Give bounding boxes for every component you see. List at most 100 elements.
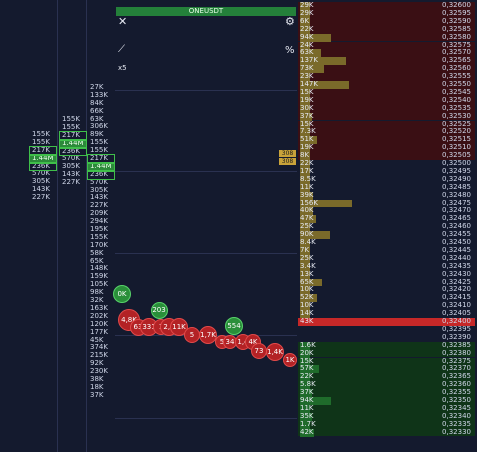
price-row[interactable]: 43K 0,32400 [298,317,475,326]
trade-cell: 217K [29,145,57,156]
price-row[interactable]: 94K 0,32350 [298,396,475,405]
row-price: 0,32595 [442,8,471,17]
trade-cell: 374K [90,343,108,352]
price-row[interactable]: 1.6K 0,32385 [298,341,475,350]
row-price: 0,32420 [442,285,471,294]
trade-cell: 143K [62,170,80,179]
price-row[interactable]: 42K 0,32330 [298,427,475,437]
price-row[interactable]: 0,32390 [298,333,475,342]
price-row[interactable]: 3.4K 0,32435 [298,262,475,271]
price-row[interactable]: 11K 0,32345 [298,404,475,413]
row-price: 0,32375 [442,356,471,365]
price-row[interactable]: 52K 0,32415 [298,293,475,303]
row-price: 0,32470 [442,206,471,215]
price-row[interactable]: 13K 0,32430 [298,270,475,279]
row-price: 0,32405 [442,309,471,318]
price-row[interactable]: 8.4K 0,32450 [298,238,475,247]
price-row[interactable]: 22K 0,32585 [298,25,475,34]
price-row[interactable]: 17K 0,32495 [298,166,475,176]
price-row[interactable]: 24K 0,32575 [298,40,475,50]
price-row[interactable]: 63K 0,32570 [298,48,475,58]
price-row[interactable]: 47K 0,32465 [298,214,475,224]
price-row[interactable]: 90K 0,32455 [298,230,475,239]
row-volume: 25K [300,253,314,263]
chart-icon[interactable]: ⟋ [118,44,125,55]
price-row[interactable]: 22K 0,32365 [298,372,475,382]
price-row[interactable]: 156K 0,32475 [298,199,475,208]
price-row[interactable]: 29K 0,32600 [298,1,475,10]
row-price: 0,32575 [442,40,471,49]
price-row[interactable]: 40K 0,32470 [298,206,475,216]
row-price: 0,32355 [442,388,471,397]
price-row[interactable]: 7.3K 0,32520 [298,127,475,137]
price-row[interactable]: 0,32395 [298,325,475,334]
price-row[interactable]: 57K 0,32370 [298,364,475,374]
row-volume: 20K [300,348,314,358]
trade-cell: 143K [90,193,108,202]
price-row[interactable]: 6K 0,32590 [298,17,475,26]
row-volume: 63K [300,48,321,58]
price-row[interactable]: 137K 0,32565 [298,56,475,66]
price-row[interactable]: 29K 0,32595 [298,8,475,18]
percent-icon[interactable]: % [285,45,295,56]
row-price: 0,32535 [442,103,471,112]
price-row[interactable]: 8K 0,32505 [298,151,475,160]
trade-cell: 177K [90,327,108,336]
price-row[interactable]: 10K 0,32420 [298,285,475,295]
price-row[interactable]: 15K 0,32525 [298,119,475,129]
price-row[interactable]: 14K 0,32405 [298,309,475,318]
price-ladder[interactable]: 29K 0,32600 29K 0,32595 6K 0,32590 22K 0,32585 9… [298,0,475,452]
price-row[interactable]: 37K 0,32355 [298,388,475,397]
price-row[interactable]: 22K 0,32500 [298,159,475,168]
price-row[interactable]: 5.8K 0,32360 [298,380,475,390]
price-row[interactable]: 25K 0,32460 [298,222,475,232]
price-row[interactable]: 1.7K 0,32335 [298,419,475,429]
row-price: 0,32490 [442,174,471,183]
row-price: 0,32370 [442,364,471,373]
trade-cell: 159K [90,272,108,281]
trade-cell: 84K [90,98,104,107]
row-volume: 8K [300,151,310,160]
price-row[interactable]: 20K 0,32380 [298,348,475,358]
price-row[interactable]: 94K 0,32580 [298,33,475,42]
row-price: 0,32360 [442,380,471,389]
close-icon[interactable]: ✕ [118,15,128,28]
row-volume: 19K [300,95,314,105]
price-row[interactable]: 19K 0,32540 [298,95,475,105]
price-row[interactable]: 15K 0,32545 [298,87,475,97]
price-row[interactable]: 23K 0,32555 [298,72,475,81]
symbol-header[interactable]: ONEUSDT [116,7,296,16]
price-row[interactable]: 39K 0,32480 [298,190,475,200]
row-volume: 29K [300,8,314,18]
chart-panel[interactable] [115,0,297,452]
price-row[interactable]: 11K 0,32485 [298,182,475,192]
row-price: 0,32330 [442,427,471,436]
gear-icon[interactable]: ⚙ [285,15,295,28]
price-row[interactable]: 35K 0,32340 [298,412,475,421]
price-row[interactable]: 73K 0,32560 [298,64,475,74]
price-row[interactable]: 65K 0,32425 [298,278,475,287]
row-volume: 15K [300,87,314,97]
row-volume: 39K [300,190,314,200]
price-row[interactable]: 30K 0,32535 [298,103,475,113]
price-row[interactable]: 10K 0,32410 [298,301,475,311]
price-row[interactable]: 7K 0,32445 [298,246,475,255]
price-row[interactable]: 25K 0,32440 [298,253,475,263]
price-row[interactable]: 51K 0,32515 [298,135,475,145]
trade-bubble: 1K [283,353,297,367]
price-row[interactable]: 19K 0,32510 [298,143,475,153]
trade-cell: 163K [90,303,108,312]
multiplier-label[interactable]: x5 [118,64,127,72]
price-row[interactable]: 37K 0,32530 [298,112,475,121]
trade-cell: 45K [90,335,104,344]
row-volume: 15K [300,119,314,129]
row-price: 0,32335 [442,419,471,428]
price-row[interactable]: 147K 0,32550 [298,80,475,89]
trade-bubble: 203 [150,301,168,319]
price-row[interactable]: 8.5K 0,32490 [298,174,475,184]
trade-cell: 92K [90,359,104,368]
row-volume: 11K [300,182,314,192]
price-row[interactable]: 15K 0,32375 [298,356,475,366]
row-volume: 17K [300,166,314,176]
row-volume: 7.3K [300,127,316,137]
